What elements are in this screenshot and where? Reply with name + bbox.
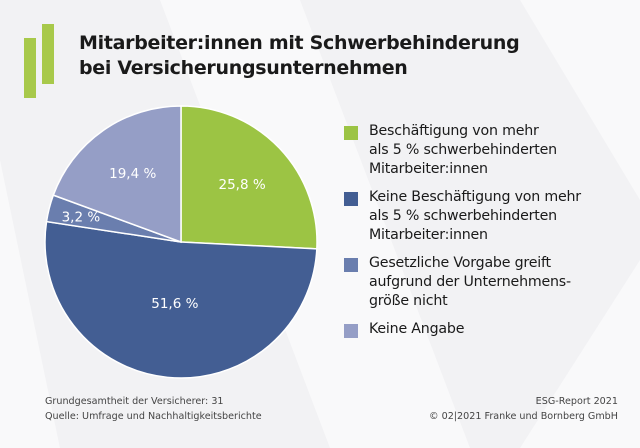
legend-label: Gesetzliche Vorgabe greift aufgrund der … [369, 255, 571, 309]
logo-bar-tall [42, 24, 54, 84]
title-line-1: Mitarbeiter:innen mit Schwerbehinderung [79, 32, 520, 54]
footer-base: Grundgesamtheit der Versicherer: 31 [45, 396, 224, 407]
footer-right: ESG-Report 2021 © 02|2021 Franke und Bor… [429, 394, 618, 424]
legend-label: Keine Beschäftigung von mehr als 5 % sch… [369, 189, 581, 243]
pie-slice-1 [44, 220, 318, 379]
legend-swatch [344, 324, 358, 338]
legend-label: Keine Angabe [369, 321, 465, 337]
legend-label: Beschäftigung von mehr als 5 % schwerbeh… [369, 123, 557, 177]
footer-left: Grundgesamtheit der Versicherer: 31 Quel… [45, 394, 262, 424]
pie-label-3: 19,4 % [109, 166, 156, 182]
legend-item-2: Gesetzliche Vorgabe greift aufgrund der … [344, 254, 634, 311]
pie-slice-0 [180, 105, 318, 250]
footer-source: Quelle: Umfrage und Nachhaltigkeitsberic… [45, 411, 262, 422]
logo-bar-short [24, 38, 36, 98]
logo-bars-icon [24, 24, 54, 98]
footer-report: ESG-Report 2021 [535, 396, 618, 407]
pie-slice-3 [52, 105, 182, 244]
legend-swatch [344, 126, 358, 140]
legend-item-1: Keine Beschäftigung von mehr als 5 % sch… [344, 188, 634, 245]
legend-swatch [344, 192, 358, 206]
chart-title: Mitarbeiter:innen mit Schwerbehinderung … [79, 31, 520, 81]
footer-copyright: © 02|2021 Franke und Bornberg GmbH [428, 411, 618, 422]
legend-swatch [344, 258, 358, 272]
legend-item-3: Keine Angabe [344, 320, 634, 339]
title-line-2: bei Versicherungsunternehmen [79, 57, 408, 79]
pie-label-0: 25,8 % [219, 177, 266, 193]
legend: Beschäftigung von mehr als 5 % schwerbeh… [344, 122, 634, 348]
legend-item-0: Beschäftigung von mehr als 5 % schwerbeh… [344, 122, 634, 179]
pie-label-2: 3,2 % [62, 209, 101, 225]
pie-label-1: 51,6 % [151, 296, 198, 312]
